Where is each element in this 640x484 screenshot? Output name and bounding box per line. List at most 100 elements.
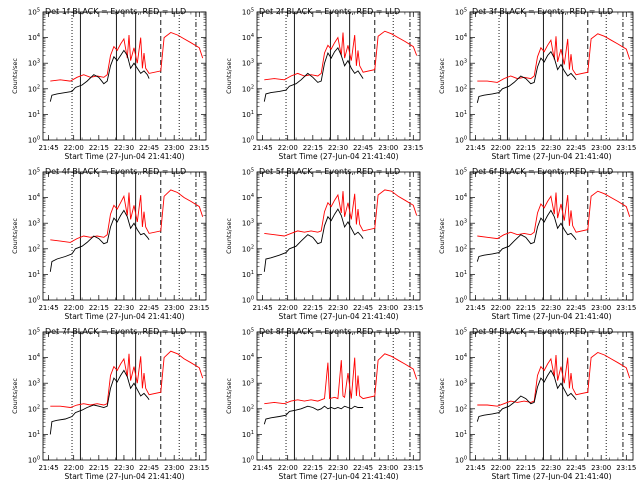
y-tick-exponent: 2 xyxy=(251,404,254,410)
x-tick-label: 23:00 xyxy=(378,464,398,472)
x-tick-label: 23:15 xyxy=(403,144,423,152)
y-tick-label: 100 xyxy=(455,136,467,145)
y-tick-label: 102 xyxy=(28,244,40,253)
x-axis-label: Start Time (27-Jun-04 21:41:40) xyxy=(65,472,185,480)
x-tick-label: 22:00 xyxy=(491,464,511,472)
panel-title: Det 4f BLACK = Events, RED = LLD xyxy=(45,167,186,176)
x-tick-label: 22:15 xyxy=(303,304,323,312)
x-tick-label: 21:45 xyxy=(38,144,58,152)
x-tick-label: 22:00 xyxy=(278,304,298,312)
y-tick-exponent: 4 xyxy=(251,33,254,39)
y-tick-exponent: 5 xyxy=(37,8,40,14)
x-tick-label: 23:15 xyxy=(616,144,636,152)
x-tick-label: 23:00 xyxy=(591,304,611,312)
y-tick-label: 102 xyxy=(455,404,467,413)
x-tick-label: 21:45 xyxy=(465,144,485,152)
y-tick-exponent: 0 xyxy=(251,136,254,142)
x-tick-label: 22:30 xyxy=(541,304,561,312)
x-tick-label: 23:00 xyxy=(378,144,398,152)
y-axis-label: Counts/sec xyxy=(438,58,446,94)
y-tick-exponent: 2 xyxy=(464,404,467,410)
y-tick-label: 103 xyxy=(455,219,467,228)
plot-frame xyxy=(256,331,421,461)
x-tick-label: 22:30 xyxy=(328,304,348,312)
x-tick-label: 23:00 xyxy=(164,304,184,312)
y-tick-label: 101 xyxy=(455,110,467,119)
y-tick-exponent: 0 xyxy=(251,456,254,462)
y-tick-label: 104 xyxy=(242,193,254,202)
y-tick-label: 101 xyxy=(455,430,467,439)
y-tick-label: 105 xyxy=(455,8,467,17)
y-tick-exponent: 3 xyxy=(37,219,40,225)
panel-title: Det 9f BLACK = Events, RED = LLD xyxy=(472,327,613,336)
y-tick-label: 101 xyxy=(28,110,40,119)
x-axis-label: Start Time (27-Jun-04 21:41:40) xyxy=(65,152,185,161)
series-events-line xyxy=(263,208,364,272)
x-tick-label: 22:30 xyxy=(114,144,134,152)
x-tick-label: 21:45 xyxy=(252,144,272,152)
x-tick-label: 22:00 xyxy=(278,464,298,472)
y-tick-exponent: 2 xyxy=(37,404,40,410)
x-tick-label: 21:45 xyxy=(465,464,485,472)
y-tick-exponent: 2 xyxy=(464,84,467,90)
y-tick-label: 103 xyxy=(28,219,40,228)
y-tick-label: 102 xyxy=(455,244,467,253)
y-tick-label: 103 xyxy=(242,59,254,68)
y-tick-exponent: 3 xyxy=(251,59,254,65)
x-tick-label: 22:45 xyxy=(566,144,586,152)
x-tick-label: 22:00 xyxy=(278,144,298,152)
x-axis-label: Start Time (27-Jun-04 21:41:40) xyxy=(279,472,399,480)
y-tick-exponent: 2 xyxy=(37,84,40,90)
y-tick-label: 103 xyxy=(242,379,254,388)
series-lld-line xyxy=(50,31,204,82)
y-tick-exponent: 4 xyxy=(37,193,40,199)
y-tick-exponent: 1 xyxy=(251,110,254,116)
panel-title: Det 5f BLACK = Events, RED = LLD xyxy=(259,167,400,176)
x-tick-label: 23:00 xyxy=(378,304,398,312)
y-axis-label: Counts/sec xyxy=(11,378,19,414)
y-tick-label: 105 xyxy=(242,8,254,17)
x-tick-label: 23:00 xyxy=(591,464,611,472)
series-events-line xyxy=(49,49,150,102)
x-tick-label: 22:15 xyxy=(89,144,109,152)
x-tick-label: 22:15 xyxy=(516,144,536,152)
y-tick-exponent: 0 xyxy=(464,136,467,142)
panel-title: Det 3f BLACK = Events, RED = LLD xyxy=(472,7,613,16)
y-tick-label: 103 xyxy=(455,379,467,388)
y-tick-exponent: 0 xyxy=(37,296,40,302)
plot-frame xyxy=(469,171,634,301)
y-tick-exponent: 5 xyxy=(464,8,467,14)
series-lld-line xyxy=(50,350,204,408)
series-lld-line xyxy=(477,351,631,407)
y-tick-label: 105 xyxy=(455,328,467,337)
y-tick-exponent: 3 xyxy=(37,59,40,65)
y-tick-exponent: 1 xyxy=(37,270,40,276)
y-tick-label: 104 xyxy=(455,193,467,202)
y-tick-label: 101 xyxy=(242,430,254,439)
y-tick-exponent: 4 xyxy=(251,193,254,199)
x-tick-label: 23:15 xyxy=(616,304,636,312)
series-events-line xyxy=(263,46,364,102)
x-tick-label: 22:45 xyxy=(139,464,159,472)
y-axis-label: Counts/sec xyxy=(11,58,19,94)
x-tick-label: 22:00 xyxy=(491,304,511,312)
y-tick-exponent: 2 xyxy=(251,244,254,250)
y-tick-label: 102 xyxy=(242,404,254,413)
y-tick-label: 102 xyxy=(28,84,40,93)
y-tick-label: 101 xyxy=(455,270,467,279)
x-tick-label: 22:45 xyxy=(139,304,159,312)
y-tick-exponent: 4 xyxy=(37,33,40,39)
x-tick-label: 21:45 xyxy=(38,464,58,472)
y-tick-label: 100 xyxy=(28,136,40,145)
y-tick-label: 104 xyxy=(28,193,40,202)
y-tick-exponent: 0 xyxy=(251,296,254,302)
y-tick-label: 105 xyxy=(455,168,467,177)
series-lld-line xyxy=(477,33,631,83)
x-tick-label: 23:00 xyxy=(591,144,611,152)
panel-title: Det 1f BLACK = Events, RED = LLD xyxy=(45,7,186,16)
y-tick-exponent: 5 xyxy=(464,168,467,174)
